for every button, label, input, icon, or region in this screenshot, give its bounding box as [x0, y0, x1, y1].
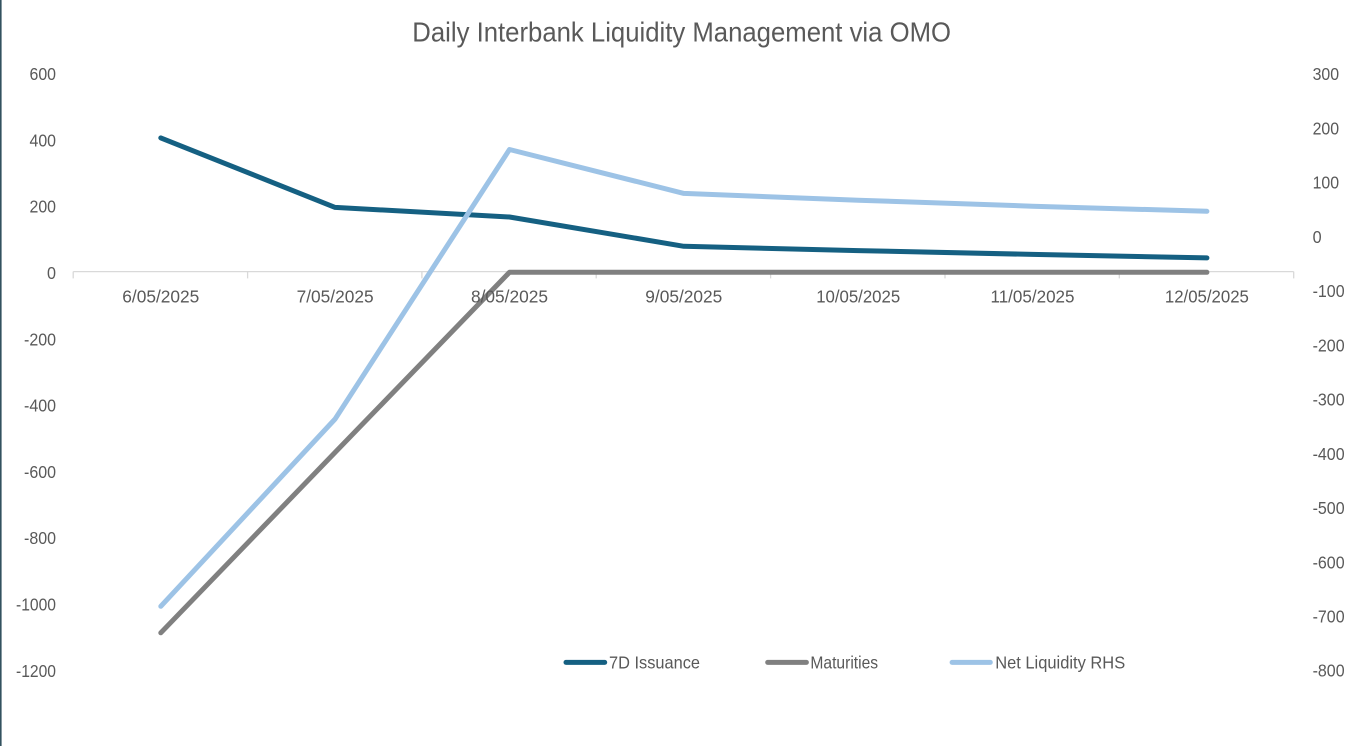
svg-text:-600: -600 [24, 462, 56, 482]
svg-text:12/05/2025: 12/05/2025 [1165, 286, 1249, 306]
svg-text:600: 600 [30, 64, 57, 84]
svg-text:9/05/2025: 9/05/2025 [645, 286, 722, 306]
svg-text:100: 100 [1313, 173, 1340, 193]
svg-text:-400: -400 [24, 396, 56, 416]
svg-text:11/05/2025: 11/05/2025 [991, 286, 1075, 306]
svg-text:-300: -300 [1313, 390, 1345, 410]
svg-text:-100: -100 [1313, 281, 1345, 301]
svg-text:10/05/2025: 10/05/2025 [816, 286, 900, 306]
svg-text:-200: -200 [24, 329, 56, 349]
svg-text:0: 0 [47, 263, 56, 283]
svg-text:8/05/2025: 8/05/2025 [471, 286, 548, 306]
svg-text:-800: -800 [1313, 661, 1345, 681]
svg-text:-500: -500 [1313, 498, 1345, 518]
svg-text:0: 0 [1313, 227, 1322, 247]
svg-text:Maturities: Maturities [810, 652, 878, 672]
svg-text:7/05/2025: 7/05/2025 [297, 286, 374, 306]
svg-text:200: 200 [1313, 118, 1340, 138]
svg-text:-400: -400 [1313, 444, 1345, 464]
svg-text:-700: -700 [1313, 607, 1345, 627]
svg-text:-200: -200 [1313, 335, 1345, 355]
svg-text:400: 400 [30, 130, 57, 150]
svg-text:Net Liquidity RHS: Net Liquidity RHS [995, 652, 1125, 672]
svg-text:6/05/2025: 6/05/2025 [122, 286, 199, 306]
svg-text:7D Issuance: 7D Issuance [609, 652, 700, 672]
svg-text:200: 200 [30, 197, 57, 217]
svg-text:300: 300 [1313, 64, 1340, 84]
svg-text:-600: -600 [1313, 552, 1345, 572]
svg-text:-1200: -1200 [16, 661, 56, 681]
svg-text:-800: -800 [24, 528, 56, 548]
svg-text:-1000: -1000 [16, 595, 56, 615]
svg-text:Daily Interbank Liquidity Mana: Daily Interbank Liquidity Management via… [412, 17, 951, 48]
